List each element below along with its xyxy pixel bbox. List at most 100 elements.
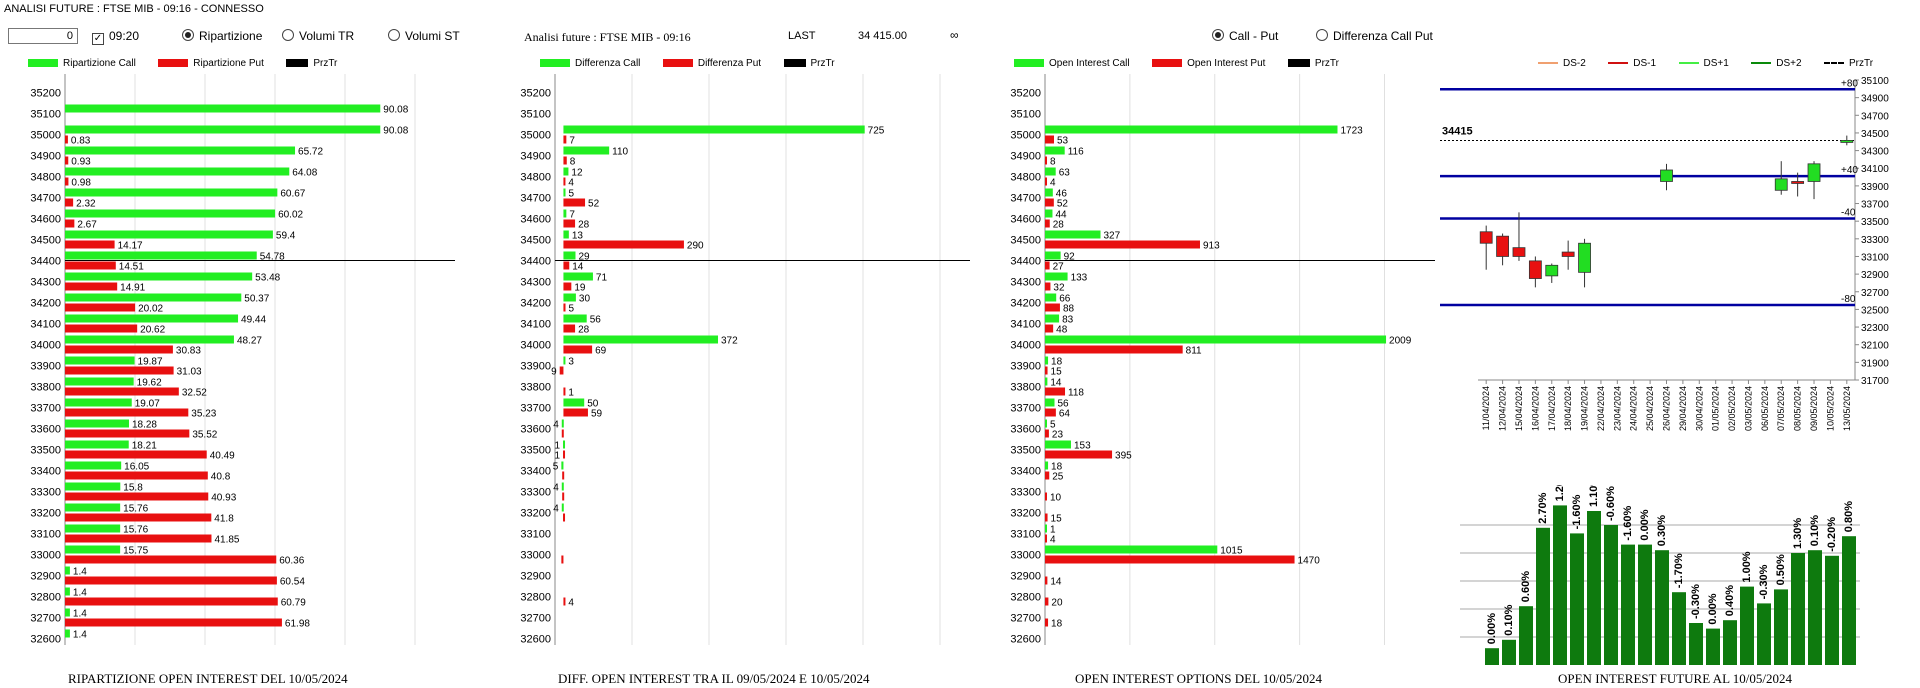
put-value-label: 14 bbox=[572, 262, 584, 273]
y-tick-label: 34000 bbox=[30, 340, 61, 352]
put-bar bbox=[563, 345, 593, 354]
candle-body bbox=[1528, 260, 1542, 279]
call-bar bbox=[65, 125, 381, 134]
put-value-label: 4 bbox=[568, 598, 574, 609]
call-bar bbox=[563, 188, 566, 197]
x-tick-label: 16/04/2024 bbox=[1530, 386, 1540, 431]
candle-body bbox=[1479, 231, 1493, 244]
call-value-label: 19.07 bbox=[135, 399, 160, 410]
y-tick-label: 34300 bbox=[1861, 147, 1889, 158]
put-bar bbox=[563, 219, 576, 228]
level-label: -40 bbox=[1841, 208, 1856, 219]
x-tick-label: 17/04/2024 bbox=[1547, 386, 1557, 431]
put-bar bbox=[65, 282, 118, 291]
radio-ripartizione[interactable]: Ripartizione bbox=[182, 29, 262, 43]
x-tick-label: 15/04/2024 bbox=[1514, 386, 1524, 431]
legend-chart-2: Differenza Call Differenza Put PrzTr bbox=[540, 53, 853, 71]
put-bar bbox=[1045, 177, 1047, 186]
put-value-label: 1 bbox=[554, 451, 560, 462]
put-value-label: 5 bbox=[569, 304, 575, 315]
put-bar bbox=[1045, 219, 1050, 228]
legend-item: PrzTr bbox=[1287, 58, 1339, 69]
put-value-label: 0.98 bbox=[71, 178, 91, 189]
oi-bar-label: 0.60% bbox=[1520, 571, 1532, 602]
y-tick-label: 33900 bbox=[30, 361, 61, 373]
y-tick-label: 32100 bbox=[1861, 341, 1889, 352]
call-value-label: 7 bbox=[569, 210, 575, 221]
put-bar bbox=[1045, 135, 1054, 144]
call-value-label: 56 bbox=[1058, 399, 1070, 410]
call-value-label: 116 bbox=[1068, 147, 1084, 158]
y-tick-label: 33400 bbox=[30, 466, 61, 478]
oi-bar bbox=[1485, 648, 1499, 665]
call-bar bbox=[65, 440, 129, 449]
candle-body bbox=[1774, 178, 1788, 191]
legend-item: Open Interest Call bbox=[1014, 58, 1130, 69]
put-bar bbox=[1045, 513, 1048, 522]
y-tick-label: 31900 bbox=[1861, 358, 1889, 369]
put-value-label: 28 bbox=[578, 220, 590, 231]
call-bar bbox=[1045, 440, 1071, 449]
oi-bar-label: 1.10% bbox=[1588, 485, 1600, 507]
oi-bar-label: -0.20% bbox=[1826, 517, 1838, 552]
call-value-label: 725 bbox=[868, 126, 885, 137]
put-value-label: 4 bbox=[1050, 178, 1056, 189]
call-value-label: 5 bbox=[569, 189, 575, 200]
call-value-label: 13 bbox=[572, 231, 584, 242]
candle-body bbox=[1561, 251, 1575, 257]
x-tick-label: 08/05/2024 bbox=[1793, 386, 1803, 431]
put-value-label: 9 bbox=[551, 367, 557, 378]
put-bar bbox=[65, 450, 207, 459]
x-tick-label: 24/04/2024 bbox=[1629, 386, 1639, 431]
call-bar bbox=[563, 398, 585, 407]
y-tick-label: 33500 bbox=[30, 445, 61, 457]
call-value-label: 12 bbox=[571, 168, 583, 179]
call-bar bbox=[65, 524, 121, 533]
oi-bar bbox=[1740, 586, 1754, 665]
radio-call-put[interactable]: Call - Put bbox=[1212, 29, 1278, 43]
x-tick-label: 06/05/2024 bbox=[1760, 386, 1770, 431]
legend-item: PrzTr bbox=[783, 58, 835, 69]
put-value-label: 40.8 bbox=[211, 472, 231, 483]
y-tick-label: 34100 bbox=[1861, 164, 1889, 175]
radio-label: Volumi ST bbox=[405, 29, 460, 43]
call-value-label: 90.08 bbox=[383, 126, 408, 137]
y-tick-label: 32700 bbox=[1861, 288, 1889, 299]
oi-bar-label: 0.00% bbox=[1707, 593, 1719, 624]
call-value-label: 19.87 bbox=[138, 357, 163, 368]
put-value-label: 61.98 bbox=[285, 619, 310, 630]
x-tick-label: 23/04/2024 bbox=[1612, 386, 1622, 431]
time-checkbox[interactable]: ✓ 09:20 bbox=[92, 29, 139, 45]
radio-label: Volumi TR bbox=[299, 29, 355, 43]
x-tick-label: 25/04/2024 bbox=[1645, 386, 1655, 431]
put-bar bbox=[65, 597, 278, 606]
y-tick-label: 32800 bbox=[520, 592, 551, 604]
radio-label: Differenza Call Put bbox=[1333, 29, 1433, 43]
time-spin-input[interactable]: 0 bbox=[8, 28, 78, 44]
put-value-label: 32 bbox=[1053, 283, 1065, 294]
call-bar bbox=[65, 503, 121, 512]
call-value-label: 327 bbox=[1104, 231, 1121, 242]
radio-diff-call-put[interactable]: Differenza Call Put bbox=[1316, 29, 1433, 43]
y-tick-label: 34400 bbox=[30, 256, 61, 268]
y-tick-label: 32900 bbox=[520, 571, 551, 583]
call-bar bbox=[65, 461, 122, 470]
put-value-label: 41.8 bbox=[214, 514, 234, 525]
put-bar bbox=[65, 219, 75, 228]
put-bar bbox=[65, 555, 277, 564]
oi-bar-label: -0.60% bbox=[1605, 486, 1617, 521]
header-text: Analisi future : FTSE MIB - 09:16 bbox=[524, 30, 691, 44]
x-tick-label: 22/04/2024 bbox=[1596, 386, 1606, 431]
radio-volumi-st[interactable]: Volumi ST bbox=[388, 29, 460, 43]
call-bar bbox=[65, 335, 234, 344]
call-bar bbox=[563, 146, 610, 155]
put-bar bbox=[65, 513, 212, 522]
call-value-label: 16.05 bbox=[124, 462, 149, 473]
call-bar bbox=[1045, 398, 1055, 407]
call-bar bbox=[1045, 209, 1053, 218]
call-value-label: 372 bbox=[721, 336, 738, 347]
call-value-label: 153 bbox=[1074, 441, 1091, 452]
y-tick-label: 33700 bbox=[1861, 200, 1889, 211]
radio-volumi-tr[interactable]: Volumi TR bbox=[282, 29, 354, 43]
put-value-label: 19 bbox=[574, 283, 586, 294]
